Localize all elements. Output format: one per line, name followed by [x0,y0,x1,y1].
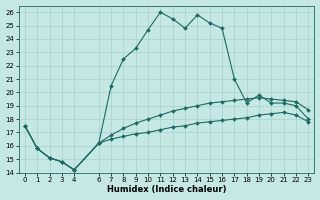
X-axis label: Humidex (Indice chaleur): Humidex (Indice chaleur) [107,185,226,194]
